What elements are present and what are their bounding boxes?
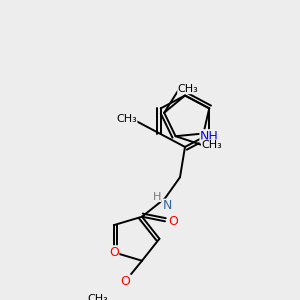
Text: O: O (120, 275, 130, 288)
Text: CH₃: CH₃ (87, 294, 108, 300)
Text: O: O (168, 215, 178, 228)
Text: CH₃: CH₃ (202, 140, 222, 150)
Text: N: N (162, 199, 172, 212)
Text: NH: NH (200, 130, 219, 143)
Text: O: O (109, 246, 119, 259)
Text: CH₃: CH₃ (116, 114, 137, 124)
Text: CH₃: CH₃ (178, 84, 199, 94)
Text: H: H (153, 191, 161, 202)
